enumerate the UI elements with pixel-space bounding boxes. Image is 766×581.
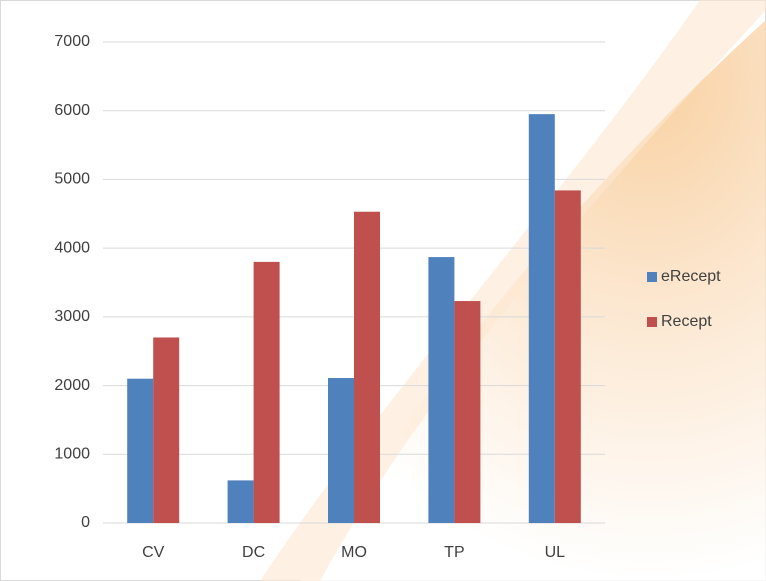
y-tick-label: 7000 (54, 33, 90, 50)
bar (328, 378, 354, 523)
legend-label: Recept (661, 313, 712, 330)
bar (127, 378, 154, 523)
bar (454, 301, 481, 523)
y-tick-label: 6000 (54, 102, 90, 119)
legend-swatch (647, 272, 657, 282)
y-tick-label: 4000 (54, 239, 90, 256)
bar (554, 190, 581, 523)
bar (153, 337, 180, 523)
x-tick-label: CV (142, 544, 165, 561)
legend-label: eRecept (661, 268, 721, 285)
y-tick-label: 0 (81, 514, 90, 531)
bar (428, 257, 455, 523)
bar (528, 114, 555, 524)
bar (253, 261, 280, 523)
y-tick-label: 2000 (54, 377, 90, 394)
x-tick-label: TP (444, 544, 464, 561)
y-tick-label: 3000 (54, 308, 90, 325)
x-tick-label: UL (545, 544, 566, 561)
x-tick-label: MO (341, 544, 367, 561)
bar (227, 480, 254, 523)
bar (354, 211, 380, 523)
y-tick-label: 1000 (54, 446, 90, 463)
x-tick-label: DC (242, 544, 265, 561)
y-tick-label: 5000 (54, 171, 90, 188)
background-swoosh (260, 0, 766, 581)
legend-swatch (647, 317, 657, 327)
